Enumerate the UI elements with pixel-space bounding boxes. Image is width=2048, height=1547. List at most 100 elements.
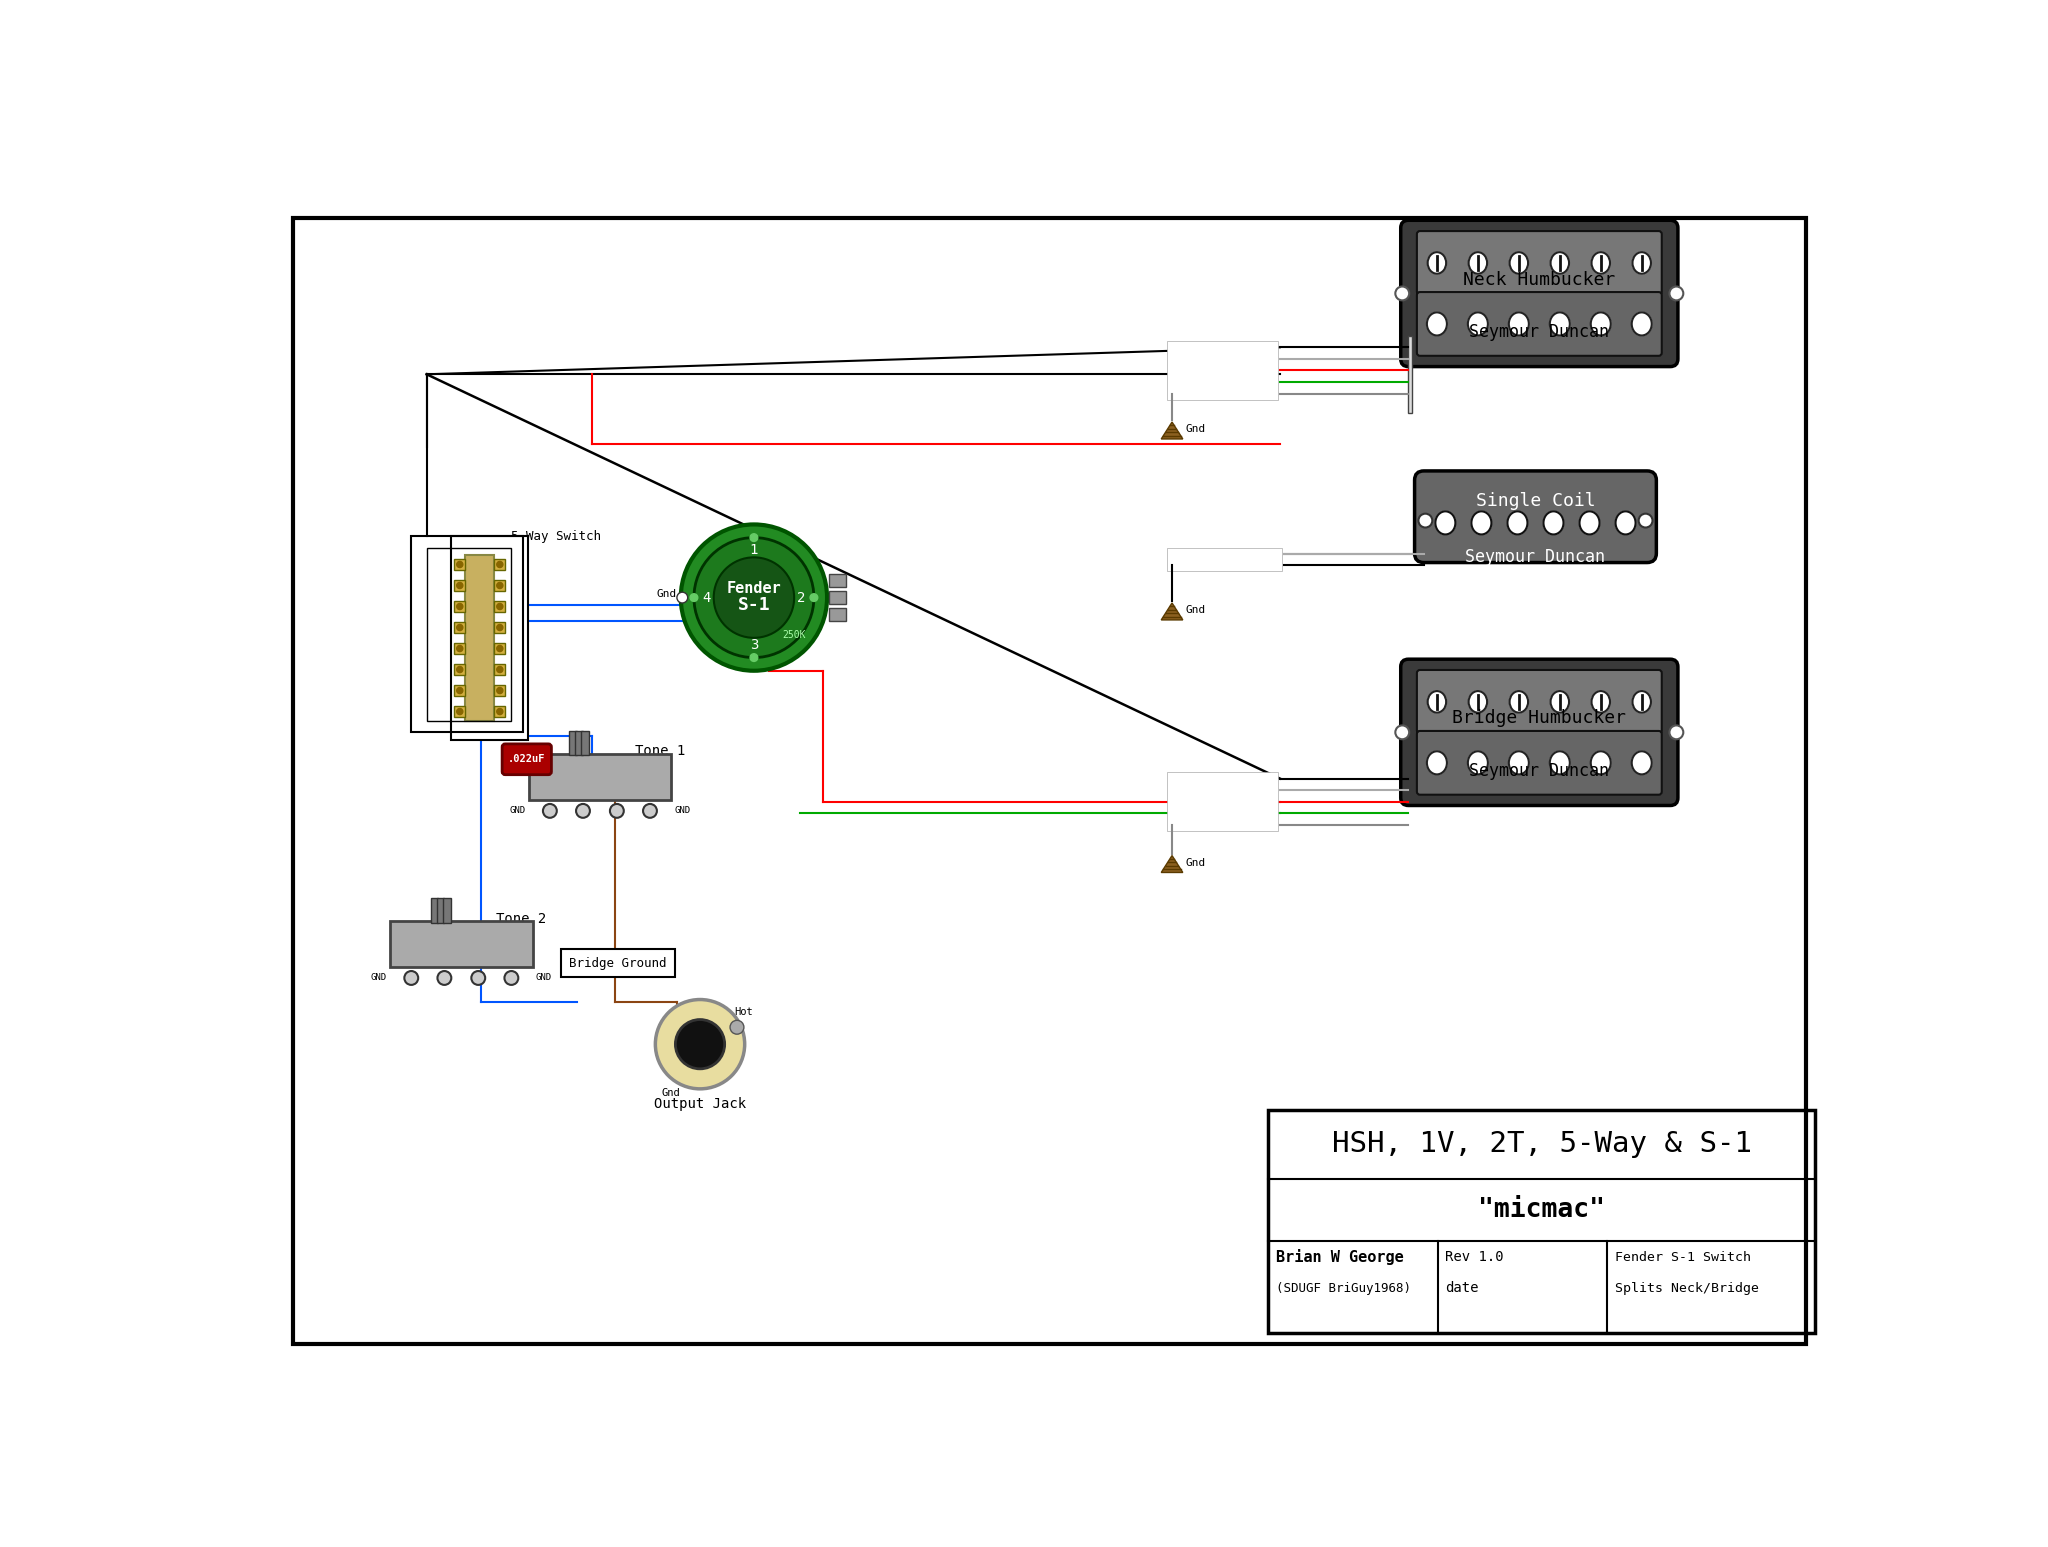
Ellipse shape: [1579, 512, 1599, 534]
Bar: [455, 685, 465, 696]
Text: 5-Way Switch: 5-Way Switch: [512, 529, 602, 543]
Bar: [1409, 336, 1413, 413]
Text: 2: 2: [797, 591, 805, 605]
Circle shape: [457, 667, 463, 673]
Text: 3: 3: [750, 639, 758, 653]
Bar: [442, 897, 451, 922]
Bar: [455, 705, 465, 716]
Circle shape: [498, 562, 504, 568]
Bar: [1167, 342, 1278, 399]
FancyBboxPatch shape: [1401, 659, 1677, 806]
Circle shape: [457, 625, 463, 631]
Text: Gnd: Gnd: [662, 1088, 680, 1098]
Text: (SDUGF BriGuy1968): (SDUGF BriGuy1968): [1276, 1282, 1411, 1295]
Ellipse shape: [1427, 252, 1446, 274]
Ellipse shape: [1509, 252, 1528, 274]
Text: Ground (Bare): Ground (Bare): [1167, 388, 1249, 399]
Text: Output Jack: Output Jack: [653, 1097, 745, 1111]
Bar: [569, 730, 578, 755]
Ellipse shape: [1632, 312, 1653, 336]
Bar: [494, 580, 506, 591]
Ellipse shape: [1550, 312, 1571, 336]
Text: GND: GND: [371, 973, 387, 982]
Bar: [412, 535, 522, 732]
Text: SS (Green): SS (Green): [1167, 808, 1231, 818]
Ellipse shape: [1436, 512, 1456, 534]
Bar: [494, 644, 506, 654]
Text: "micmac": "micmac": [1479, 1197, 1606, 1222]
Ellipse shape: [1591, 252, 1610, 274]
Text: Hot: Hot: [733, 1007, 754, 1016]
Ellipse shape: [1591, 752, 1612, 775]
Ellipse shape: [1550, 692, 1569, 713]
Bar: [494, 602, 506, 613]
Bar: [575, 730, 584, 755]
Text: NF (White): NF (White): [1167, 354, 1231, 364]
Text: Gnd: Gnd: [657, 589, 678, 599]
Circle shape: [1395, 726, 1409, 739]
Bar: [455, 664, 465, 674]
Text: SF (Red): SF (Red): [1167, 365, 1219, 376]
Ellipse shape: [1632, 752, 1653, 775]
Ellipse shape: [1468, 252, 1487, 274]
Text: Single Coil: Single Coil: [1477, 492, 1595, 511]
Bar: [561, 950, 674, 978]
Bar: [1409, 274, 1430, 312]
Text: 4: 4: [702, 591, 711, 605]
Bar: [436, 897, 444, 922]
Bar: [451, 535, 528, 739]
Ellipse shape: [1427, 752, 1448, 775]
Circle shape: [610, 804, 625, 818]
Circle shape: [811, 594, 817, 602]
Circle shape: [1419, 514, 1432, 528]
Text: SF (Red): SF (Red): [1167, 797, 1219, 806]
Ellipse shape: [1632, 692, 1651, 713]
Circle shape: [438, 972, 451, 985]
Circle shape: [498, 603, 504, 610]
FancyBboxPatch shape: [1401, 220, 1677, 367]
Text: NF (White): NF (White): [1167, 784, 1231, 795]
Bar: [1167, 548, 1282, 571]
Circle shape: [498, 667, 504, 673]
Ellipse shape: [1427, 312, 1448, 336]
Text: Brian W George: Brian W George: [1276, 1250, 1403, 1265]
Text: NS (Black): NS (Black): [1167, 774, 1231, 783]
Bar: [1409, 713, 1430, 752]
Bar: [465, 555, 494, 721]
FancyBboxPatch shape: [1417, 730, 1661, 795]
Polygon shape: [1161, 603, 1184, 620]
Bar: [582, 730, 590, 755]
Bar: [1268, 1109, 1815, 1334]
Text: Ground (Bare): Ground (Bare): [1167, 820, 1249, 829]
Circle shape: [471, 972, 485, 985]
Ellipse shape: [1509, 692, 1528, 713]
Ellipse shape: [1470, 512, 1491, 534]
Circle shape: [713, 557, 795, 637]
Text: GND: GND: [537, 973, 551, 982]
Text: Hot (White): Hot (White): [1167, 549, 1237, 558]
Text: NS (Black): NS (Black): [1167, 342, 1231, 353]
Bar: [494, 558, 506, 569]
Text: Tone 2: Tone 2: [496, 911, 547, 925]
Bar: [455, 558, 465, 569]
Text: Tone 1: Tone 1: [635, 744, 684, 758]
Polygon shape: [1161, 855, 1184, 873]
Bar: [455, 622, 465, 633]
Text: c: c: [506, 565, 512, 574]
Ellipse shape: [1550, 252, 1569, 274]
Bar: [494, 664, 506, 674]
Bar: [455, 602, 465, 613]
Circle shape: [498, 687, 504, 693]
Ellipse shape: [1468, 752, 1489, 775]
Text: 250K: 250K: [496, 928, 520, 939]
Bar: [389, 920, 532, 967]
Circle shape: [575, 804, 590, 818]
Bar: [829, 591, 846, 603]
Circle shape: [643, 804, 657, 818]
Circle shape: [655, 999, 745, 1089]
Text: Gnd: Gnd: [1186, 605, 1206, 616]
Text: 250K: 250K: [782, 630, 807, 640]
Text: 250K: 250K: [635, 761, 657, 772]
Text: Ground (Black): Ground (Black): [1167, 560, 1255, 571]
Bar: [455, 580, 465, 591]
